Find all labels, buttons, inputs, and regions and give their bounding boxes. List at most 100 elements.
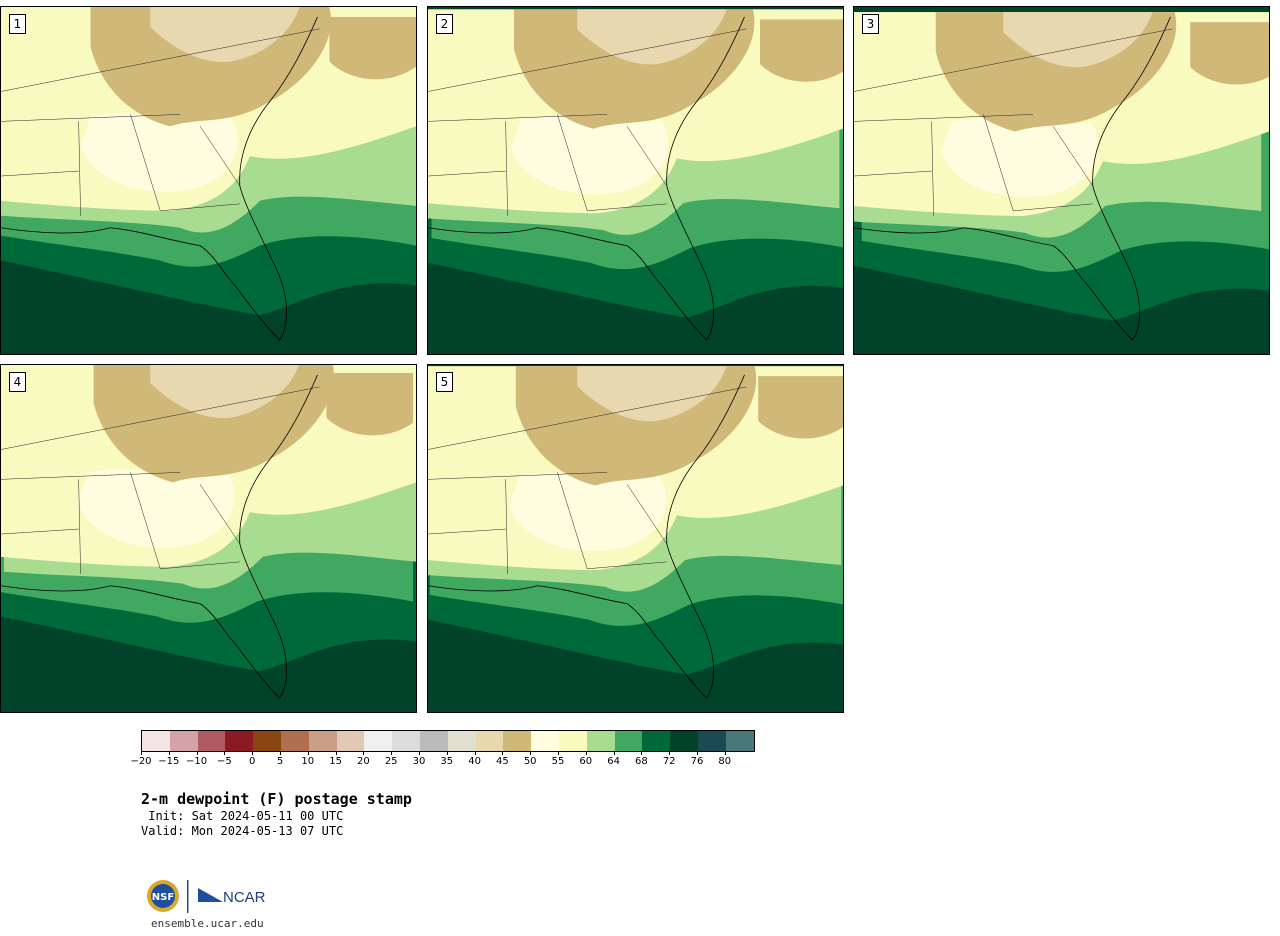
colorbar-tick-label: 15	[329, 756, 342, 767]
dewpoint-band	[329, 16, 416, 80]
colorbar-tick-label: 35	[440, 756, 454, 767]
colorbar-swatch	[308, 731, 337, 751]
dewpoint-colorbar	[141, 730, 755, 752]
dewpoint-map-2	[428, 7, 843, 354]
colorbar-swatch	[364, 731, 393, 751]
nsf-text: NSF	[152, 892, 174, 903]
colorbar-tick-mark	[307, 751, 309, 755]
colorbar-tick-mark	[196, 751, 198, 755]
init-time: Init: Sat 2024-05-11 00 UTC	[141, 809, 344, 823]
dewpoint-band	[80, 113, 238, 192]
colorbar-swatch	[336, 731, 365, 751]
panel-label: 4	[9, 372, 26, 392]
panel-label: 5	[436, 372, 453, 392]
colorbar-tick-label: 25	[384, 756, 398, 767]
dewpoint-map-5	[428, 365, 843, 712]
state-borders	[428, 28, 747, 216]
colorbar-tick-mark	[669, 751, 671, 755]
dewpoint-band	[326, 372, 414, 436]
coastline	[428, 374, 745, 699]
colorbar-swatch	[558, 731, 587, 751]
state-borders	[1, 386, 320, 574]
colorbar-tick-mark	[335, 751, 337, 755]
colorbar-tick-label: 45	[496, 756, 509, 767]
colorbar-tick-mark	[697, 751, 698, 755]
colorbar-tick-label: 40	[468, 756, 481, 767]
colorbar-tick-label: −20	[130, 756, 152, 767]
colorbar-swatch	[169, 731, 198, 751]
dewpoint-map-3	[854, 7, 1269, 354]
colorbar-swatch	[225, 731, 254, 751]
colorbar-tick-mark	[474, 751, 476, 755]
state-borders	[1, 28, 320, 216]
dewpoint-band	[511, 115, 669, 195]
colorbar-swatch	[642, 731, 671, 751]
colorbar-tick-mark	[613, 751, 615, 755]
coastline	[1, 16, 318, 341]
colorbar-swatch	[475, 731, 504, 751]
dewpoint-band	[759, 19, 843, 82]
colorbar-swatch	[447, 731, 476, 751]
postage-stamp-panel-3: 3	[853, 6, 1270, 355]
state-borders	[854, 28, 1173, 216]
colorbar-tick-label: 5	[276, 756, 284, 767]
colorbar-tick-label: 20	[357, 756, 370, 767]
colorbar-tick-label: −10	[186, 756, 208, 767]
colorbar-tick-mark	[446, 751, 448, 755]
colorbar-tick-mark	[252, 751, 254, 755]
colorbar-swatch	[670, 731, 698, 751]
ncar-text: NCAR	[223, 889, 266, 906]
dewpoint-band	[758, 376, 843, 439]
colorbar-tick-label: 76	[690, 756, 704, 767]
valid-time: Valid: Mon 2024-05-13 07 UTC	[141, 824, 344, 838]
dewpoint-band	[577, 366, 727, 422]
colorbar-tick-mark	[168, 751, 170, 755]
postage-stamp-panel-4: 4	[0, 364, 417, 713]
postage-stamp-panel-1: 1	[0, 6, 417, 355]
dewpoint-band	[1003, 12, 1153, 68]
colorbar-tick-label: 72	[662, 756, 676, 767]
dewpoint-map-4	[1, 365, 416, 712]
colorbar-tick-mark	[280, 751, 281, 755]
state-borders	[428, 386, 747, 574]
dewpoint-band	[150, 365, 299, 418]
dewpoint-band	[1190, 22, 1269, 85]
colorbar-tick-mark	[724, 751, 726, 755]
colorbar-swatch	[280, 731, 309, 751]
colorbar-tick-mark	[641, 751, 643, 755]
colorbar-tick-label: 30	[412, 756, 426, 767]
colorbar-swatch	[586, 731, 615, 751]
colorbar-swatch	[697, 731, 726, 751]
colorbar-tick-label: 68	[635, 756, 648, 767]
colorbar-swatch	[142, 731, 170, 751]
colorbar-tick-mark	[391, 751, 393, 755]
colorbar-tick-mark	[558, 751, 559, 755]
colorbar-swatch	[725, 731, 754, 751]
dewpoint-band	[509, 472, 667, 551]
colorbar-tick-label: 60	[579, 756, 593, 767]
colorbar-tick-label: 0	[249, 756, 256, 767]
colorbar-tick-label: 50	[523, 756, 537, 767]
colorbar-swatch	[253, 731, 281, 751]
colorbar-tick-label: 80	[718, 756, 732, 767]
colorbar-tick-label: 55	[551, 756, 565, 767]
site-url: ensemble.ucar.edu	[151, 917, 264, 930]
colorbar-tick-label: −5	[217, 756, 232, 767]
colorbar-swatch	[392, 731, 420, 751]
colorbar-tick-mark	[363, 751, 365, 755]
dewpoint-band	[577, 9, 727, 65]
coastline	[1, 374, 318, 699]
postage-stamp-panel-2: 2	[427, 6, 844, 355]
panel-label: 2	[436, 14, 453, 34]
colorbar-swatch	[503, 731, 532, 751]
postage-stamp-panel-5: 5	[427, 364, 844, 713]
colorbar-tick-mark	[141, 751, 142, 755]
dewpoint-band	[150, 7, 300, 63]
colorbar-tick-mark	[419, 751, 420, 755]
dewpoint-band	[941, 118, 1099, 197]
colorbar-tick-mark	[530, 751, 532, 755]
colorbar-tick-mark	[224, 751, 226, 755]
dewpoint-map-1	[1, 7, 416, 354]
colorbar-tick-mark	[585, 751, 587, 755]
coastline	[428, 16, 745, 341]
